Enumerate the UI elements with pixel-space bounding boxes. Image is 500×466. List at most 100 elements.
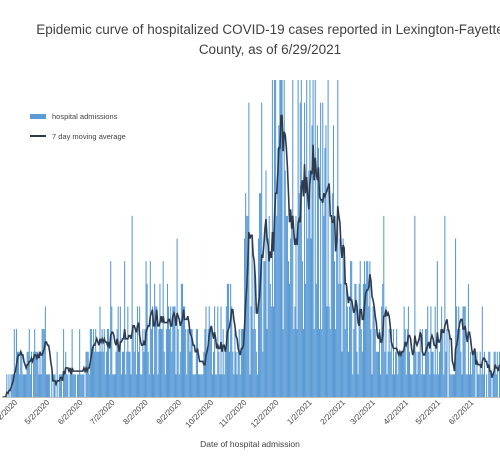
bar (149, 261, 151, 397)
bar (341, 351, 343, 397)
bar (25, 374, 27, 397)
bar (290, 238, 292, 397)
bar (20, 351, 22, 397)
bar (476, 351, 478, 397)
bar (170, 306, 172, 397)
x-tick-label: 10/2/2020 (184, 398, 216, 430)
bar (114, 374, 116, 397)
bar (482, 374, 484, 397)
bar (332, 125, 334, 397)
bar (357, 374, 359, 397)
bar (407, 306, 409, 397)
bar (235, 351, 237, 397)
bar (69, 374, 71, 397)
bar (216, 374, 218, 397)
bar (72, 374, 74, 397)
bar (483, 351, 486, 397)
bar (80, 374, 82, 397)
bar (461, 374, 463, 397)
bar (415, 351, 417, 397)
bar (34, 329, 36, 397)
x-tick-label: 6/2/2021 (447, 398, 476, 427)
bar (312, 80, 314, 397)
bar (173, 306, 175, 397)
bar (155, 306, 157, 397)
bar (467, 283, 469, 397)
bar (19, 374, 21, 397)
bar (256, 374, 258, 397)
bar (287, 261, 290, 397)
bar (260, 193, 262, 397)
bar (385, 306, 387, 397)
bar (340, 283, 342, 397)
bar (227, 283, 230, 397)
bar (481, 306, 483, 397)
bar (210, 329, 212, 397)
bar (26, 351, 28, 397)
bar (166, 283, 168, 397)
chart-title-line-2: County, as of 6/29/2021 (198, 42, 342, 57)
bar (194, 374, 196, 397)
bar (362, 283, 364, 397)
bar (33, 351, 35, 397)
bar (347, 351, 349, 397)
bar (316, 125, 318, 397)
bar (36, 351, 38, 397)
bar (186, 374, 188, 397)
bar (327, 80, 329, 397)
bar (360, 329, 362, 397)
bar (246, 215, 248, 397)
bar (109, 374, 111, 397)
bar (23, 374, 25, 397)
bar (97, 351, 99, 397)
bar (455, 238, 457, 397)
bar (453, 374, 456, 397)
bar (93, 329, 95, 397)
moving-average-line (2, 114, 500, 398)
bar (252, 329, 254, 397)
bar (319, 329, 321, 397)
bar (443, 374, 445, 397)
bar (82, 374, 84, 397)
bar (426, 329, 428, 397)
bar (270, 306, 272, 397)
bar (217, 306, 219, 397)
bar (56, 351, 58, 397)
bar (402, 351, 404, 397)
bar (181, 283, 183, 397)
bar (421, 329, 423, 397)
bar (432, 351, 434, 397)
bar (462, 306, 464, 397)
bar (326, 306, 328, 397)
bar (225, 306, 227, 397)
bar (229, 351, 231, 397)
bar (417, 351, 419, 397)
bar (120, 374, 122, 397)
bar (302, 329, 305, 397)
bar (224, 351, 226, 397)
bar (214, 306, 216, 397)
bar (276, 215, 278, 397)
x-tick-label: 5/2/2021 (414, 398, 443, 427)
bar (344, 329, 346, 397)
bar (263, 261, 265, 397)
bar (468, 374, 471, 397)
bar (356, 351, 358, 397)
bar (205, 306, 207, 397)
bar (108, 329, 110, 397)
bar (104, 374, 106, 397)
bar (221, 374, 223, 397)
bar (265, 170, 267, 397)
bar (317, 147, 320, 397)
legend-item-moving-average: 7 day moving average (30, 130, 126, 142)
bar (143, 351, 145, 397)
bar (494, 351, 496, 397)
bar (291, 215, 293, 397)
bar (71, 329, 73, 397)
bar (255, 351, 257, 397)
bar (38, 374, 40, 397)
bar (208, 306, 210, 397)
bar (397, 374, 399, 397)
bar (142, 329, 144, 397)
bar (437, 374, 439, 397)
